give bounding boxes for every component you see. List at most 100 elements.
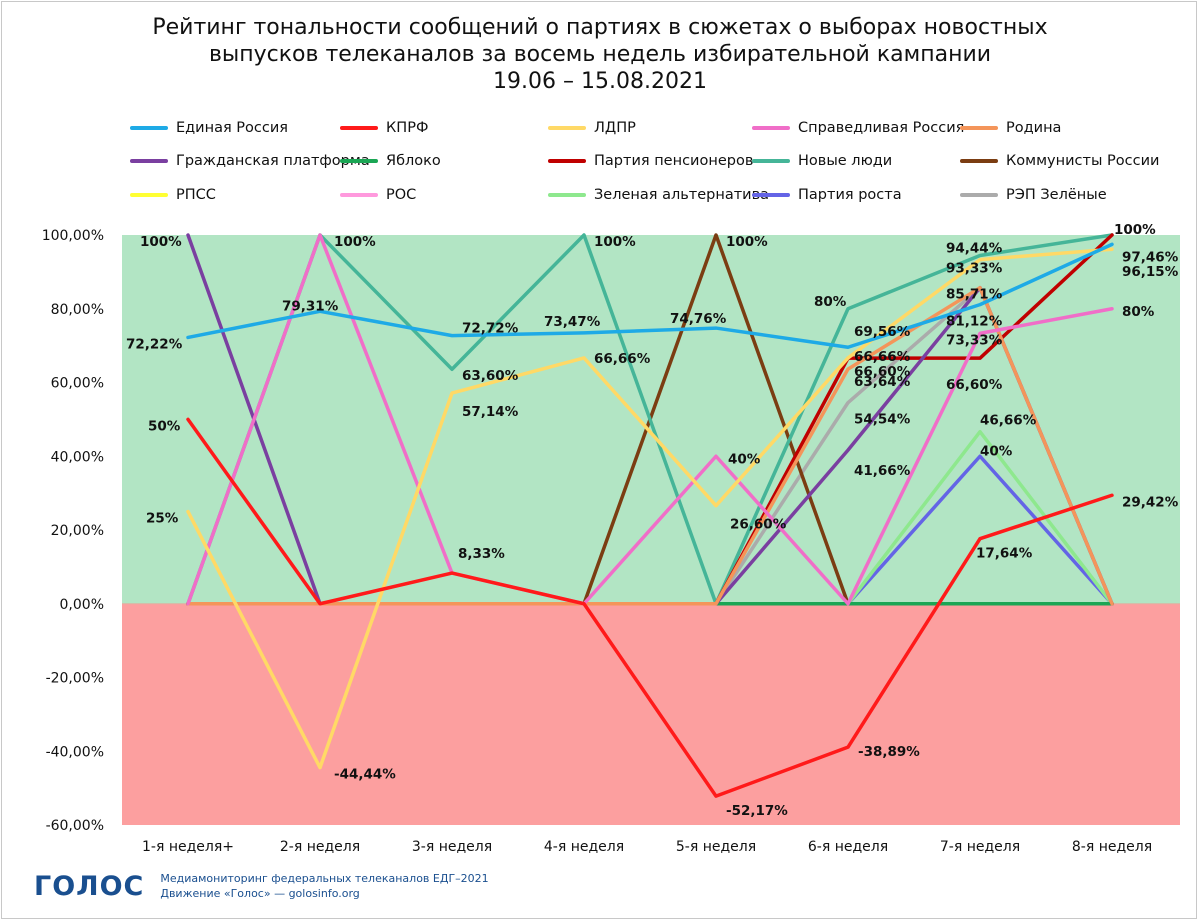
data-label: 8,33% <box>458 546 505 562</box>
data-label: 40% <box>980 443 1013 459</box>
legend-label: Новые люди <box>798 153 893 169</box>
legend-item: ЛДПР <box>548 118 636 138</box>
legend-swatch <box>960 159 998 163</box>
legend-swatch <box>548 159 586 163</box>
data-label: 66,66% <box>854 349 911 365</box>
data-label: -52,17% <box>726 803 788 819</box>
legend-swatch <box>130 159 168 163</box>
legend-item: КПРФ <box>340 118 428 138</box>
legend-label: Родина <box>1006 120 1062 136</box>
series-line <box>186 233 1114 606</box>
legend-item: РЭП Зелёные <box>960 185 1107 205</box>
data-label: 54,54% <box>854 412 911 428</box>
data-label: 100% <box>334 234 376 250</box>
data-label: 29,42% <box>1122 494 1179 510</box>
legend-swatch <box>960 126 998 130</box>
y-tick-label: 40,00% <box>51 449 104 465</box>
data-label: 66,60% <box>854 364 911 380</box>
data-label: -44,44% <box>334 767 396 783</box>
series-line <box>186 417 1114 798</box>
y-tick-label: 20,00% <box>51 523 104 539</box>
data-label: 100% <box>594 234 636 250</box>
legend-label: РОС <box>386 187 417 203</box>
legend-item: Новые люди <box>752 151 892 171</box>
data-label: 80% <box>1122 304 1155 320</box>
legend-item: Партия роста <box>752 185 902 205</box>
legend-item: Справедливая Россия <box>752 118 964 138</box>
legend-label: КПРФ <box>386 120 429 136</box>
data-label: 50% <box>148 418 181 434</box>
legend-label: Гражданская платформа <box>176 153 370 169</box>
data-label: 73,33% <box>946 332 1003 348</box>
legend-label: Партия пенсионеров <box>594 153 754 169</box>
data-label: 66,66% <box>594 351 651 367</box>
x-tick-label: 1-я неделя+ <box>142 839 234 855</box>
legend-label: РПСС <box>176 187 216 203</box>
y-tick-label: 60,00% <box>51 376 104 392</box>
footer-credit-line-2: Движение «Голос» — golosinfo.org <box>160 887 360 900</box>
data-label: 63,64% <box>854 374 911 390</box>
data-label: 94,44% <box>946 241 1003 257</box>
legend-item: Единая Россия <box>130 118 288 138</box>
legend-swatch <box>752 193 790 197</box>
data-label: 66,60% <box>946 377 1003 393</box>
y-tick-label: -60,00% <box>46 818 104 834</box>
series-line <box>186 233 1114 606</box>
data-label: 57,14% <box>462 404 519 420</box>
data-label: 69,56% <box>854 324 911 340</box>
data-label: 63,60% <box>462 368 519 384</box>
data-label: 80% <box>814 294 847 310</box>
data-label: 41,66% <box>854 463 911 479</box>
x-tick-label: 4-я неделя <box>544 839 624 855</box>
footer-credit-line-1: Медиамониторинг федеральных телеканалов … <box>160 872 489 885</box>
legend-label: Справедливая Россия <box>798 120 965 136</box>
legend-label: Партия роста <box>798 187 902 203</box>
data-label: 97,46% <box>1122 249 1179 265</box>
legend-swatch <box>130 193 168 197</box>
legend-swatch <box>548 193 586 197</box>
y-tick-label: -20,00% <box>46 671 104 687</box>
data-label: 100% <box>1114 222 1156 238</box>
data-label: 100% <box>726 234 768 250</box>
legend-item: РПСС <box>130 185 216 205</box>
x-tick-label: 5-я неделя <box>676 839 756 855</box>
data-label: 81,12% <box>946 314 1003 330</box>
data-label: 46,66% <box>980 413 1037 429</box>
x-tick-label: 8-я неделя <box>1072 839 1152 855</box>
legend-label: ЛДПР <box>594 120 636 136</box>
y-tick-label: 100,00% <box>42 228 104 244</box>
legend-item: РОС <box>340 185 416 205</box>
legend-item: Гражданская платформа <box>130 151 370 171</box>
series-line <box>186 242 1114 349</box>
legend-swatch <box>752 159 790 163</box>
legend-swatch <box>340 126 378 130</box>
data-label: 72,72% <box>462 321 519 337</box>
legend-item: Зеленая альтернатива <box>548 185 769 205</box>
golos-logo: ГОЛОС <box>34 870 145 902</box>
legend-label: Коммунисты России <box>1006 153 1160 169</box>
data-label: 79,31% <box>282 298 339 314</box>
legend-swatch <box>752 126 790 130</box>
legend-swatch <box>130 126 168 130</box>
data-label: 96,15% <box>1122 264 1179 280</box>
legend-item: Партия пенсионеров <box>548 151 753 171</box>
chart-title-line-3: 19.06 – 15.08.2021 <box>493 69 707 94</box>
data-label: 74,76% <box>670 311 727 327</box>
data-label: -38,89% <box>858 744 920 760</box>
legend-label: Единая Россия <box>176 120 289 136</box>
data-label: 17,64% <box>976 546 1033 562</box>
chart-title: Рейтинг тональности сообщений о партиях … <box>0 14 1200 95</box>
y-tick-label: 80,00% <box>51 302 104 318</box>
legend-swatch <box>548 126 586 130</box>
legend-label: Яблоко <box>386 153 441 169</box>
legend-swatch <box>340 193 378 197</box>
series-line <box>186 247 1114 770</box>
x-tick-label: 2-я неделя <box>280 839 360 855</box>
legend-item: Родина <box>960 118 1061 138</box>
legend-swatch <box>340 159 378 163</box>
data-label: 26,60% <box>730 517 787 533</box>
legend-swatch <box>960 193 998 197</box>
legend-item: Коммунисты России <box>960 151 1159 171</box>
